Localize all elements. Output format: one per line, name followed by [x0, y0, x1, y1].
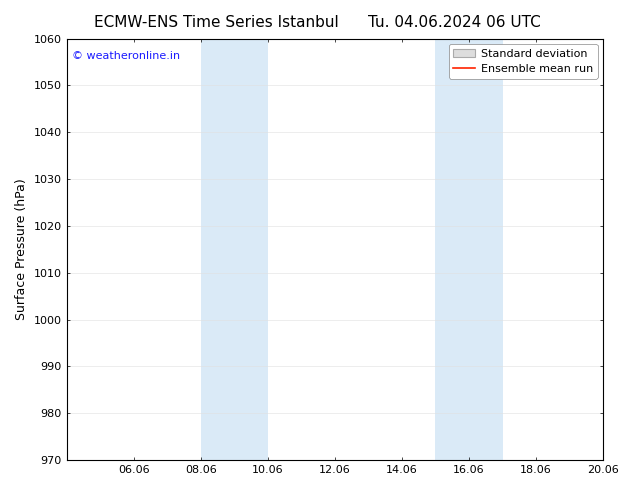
- Text: © weatheronline.in: © weatheronline.in: [72, 51, 180, 61]
- Y-axis label: Surface Pressure (hPa): Surface Pressure (hPa): [15, 178, 28, 320]
- Bar: [436, 39, 503, 460]
- Bar: [201, 39, 268, 460]
- Legend: Standard deviation, Ensemble mean run: Standard deviation, Ensemble mean run: [449, 44, 598, 78]
- Text: ECMW-ENS Time Series Istanbul      Tu. 04.06.2024 06 UTC: ECMW-ENS Time Series Istanbul Tu. 04.06.…: [94, 15, 540, 30]
